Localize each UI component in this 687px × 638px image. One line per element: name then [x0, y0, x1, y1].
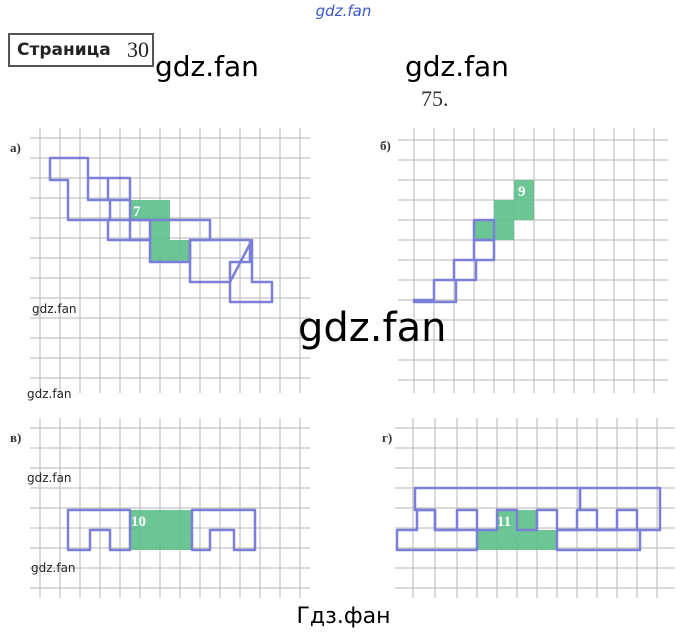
watermark-small-2: gdz.fan — [27, 387, 72, 401]
figure-panel-a: 7 — [30, 128, 310, 393]
watermark-small-4: gdz.fan — [31, 561, 76, 575]
figure-panel-g: 11 — [395, 418, 675, 598]
watermark-center: gdz.fan — [298, 305, 447, 351]
task-number: 75. — [421, 86, 449, 111]
panel-v-number: 10 — [131, 514, 146, 530]
panel-label-g: г) — [382, 430, 393, 445]
panel-label-b: б) — [380, 138, 391, 153]
watermark-large-right: gdz.fan — [405, 50, 509, 83]
figure-panel-b: 9 — [398, 128, 668, 393]
bottom-watermark: Гдз.фан — [296, 604, 391, 629]
watermark-large-left: gdz.fan — [155, 50, 259, 83]
panel-g-number: 11 — [497, 514, 511, 530]
panel-label-a: а) — [10, 140, 21, 155]
watermark-small-1: gdz.fan — [32, 302, 77, 316]
panel-a-number: 7 — [133, 204, 141, 220]
watermark-small-3: gdz.fan — [27, 471, 72, 485]
page-label: Страница — [17, 40, 111, 60]
page-number: 30 — [127, 37, 149, 62]
panel-b-number: 9 — [518, 184, 526, 200]
panel-label-v: в) — [10, 430, 22, 445]
page-number-box: Страница 30 — [8, 33, 154, 67]
watermark-top: gdz.fan — [315, 2, 372, 20]
figure-panel-v: 10 — [30, 418, 310, 598]
